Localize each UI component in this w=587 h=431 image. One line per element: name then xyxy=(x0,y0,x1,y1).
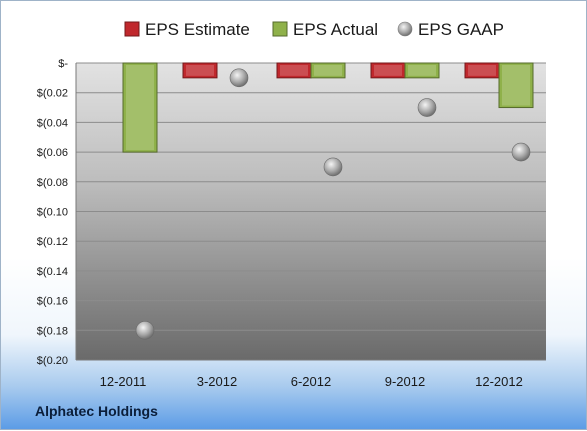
marker-eps-gaap xyxy=(417,98,437,117)
x-tick-label: 3-2012 xyxy=(197,374,237,389)
marker-eps-gaap xyxy=(229,68,249,88)
legend-swatch xyxy=(397,21,413,37)
y-tick-label: $(0.18 xyxy=(37,325,68,337)
y-tick-label: $(0.04 xyxy=(37,117,68,129)
x-tick-label: 12-2011 xyxy=(100,374,147,389)
y-tick-label: $(0.02 xyxy=(37,88,68,100)
x-tick-label: 12-2012 xyxy=(475,374,523,389)
marker-eps-gaap xyxy=(511,142,531,162)
y-tick-label: $(0.20 xyxy=(37,355,68,367)
bar-highlight xyxy=(186,65,214,76)
bar-highlight xyxy=(374,65,402,76)
legend-label: EPS GAAP xyxy=(418,20,504,39)
y-tick-label: $(0.10 xyxy=(37,207,68,219)
marker-eps-gaap xyxy=(323,157,343,177)
legend-swatch xyxy=(124,21,140,37)
legend-swatch xyxy=(272,21,288,37)
legend-label: EPS Estimate xyxy=(145,20,250,39)
bar-eps-estimate xyxy=(182,62,218,79)
x-tick-label: 9-2012 xyxy=(385,374,425,389)
bar-highlight xyxy=(314,65,342,76)
y-tick-label: $(0.14 xyxy=(37,266,68,278)
marker-eps-gaap xyxy=(135,320,155,340)
bar-highlight xyxy=(408,65,436,76)
bar-highlight xyxy=(502,65,530,106)
y-tick-label: $- xyxy=(58,58,68,70)
bar-eps-actual xyxy=(498,62,534,109)
x-tick-label: 6-2012 xyxy=(291,374,331,389)
bar-highlight xyxy=(468,65,496,76)
bar-eps-actual xyxy=(404,62,440,79)
y-tick-label: $(0.12 xyxy=(37,236,68,248)
y-tick-label: $(0.06 xyxy=(37,147,68,159)
bar-highlight xyxy=(280,65,308,76)
legend-label: EPS Actual xyxy=(293,20,378,39)
y-tick-label: $(0.16 xyxy=(37,296,68,308)
bar-eps-actual xyxy=(122,62,158,153)
bar-eps-actual xyxy=(310,62,346,79)
bar-highlight xyxy=(126,65,154,151)
company-name: Alphatec Holdings xyxy=(35,403,158,419)
y-tick-label: $(0.08 xyxy=(37,177,68,189)
